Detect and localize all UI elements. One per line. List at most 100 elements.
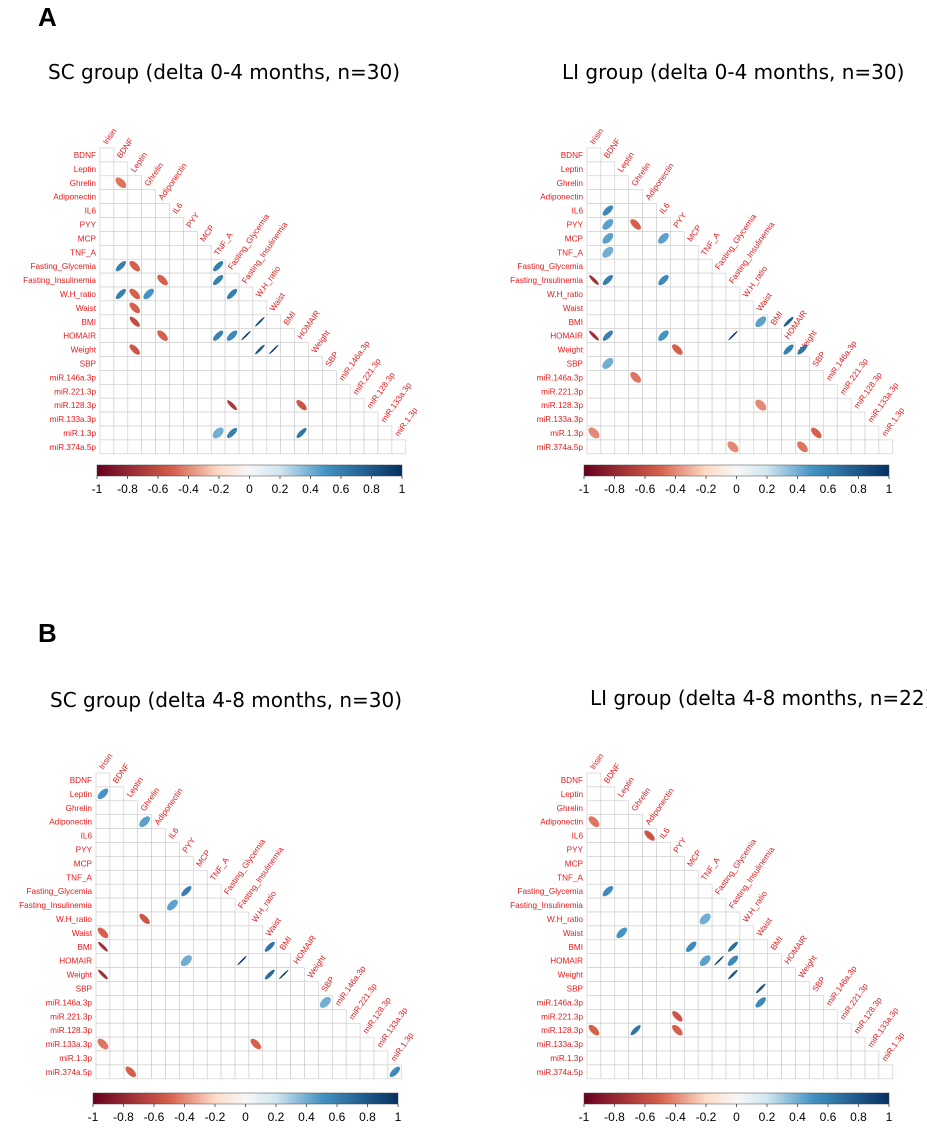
grid-cell [753, 1008, 768, 1024]
grid-cell [711, 981, 727, 996]
row-label: SBP [76, 984, 93, 993]
colorbar-tick-label: 0.2 [759, 482, 776, 496]
grid-cell [586, 897, 602, 913]
grid-cell [697, 1050, 713, 1066]
grid-cell [711, 967, 727, 982]
grid-cell [614, 1022, 629, 1038]
grid-cell [670, 869, 685, 885]
row-label: W.H_ratio [60, 290, 96, 299]
chart-title-sc-4-8: SC group (delta 4-8 months, n=30) [50, 688, 403, 712]
row-label: Fasting_Glycemia [30, 262, 96, 271]
correlation-ellipse [226, 330, 238, 341]
grid-cell [614, 1050, 629, 1066]
grid-cell [683, 911, 699, 927]
column-label: PYY [672, 836, 689, 855]
grid-cell [697, 981, 713, 996]
grid-cell [600, 800, 616, 815]
grid-cell [642, 939, 657, 954]
colorbar-tick-label: -1 [88, 1110, 99, 1124]
row-label: W.H_ratio [547, 290, 583, 299]
row-label: PYY [567, 845, 584, 854]
row-label: Weight [71, 346, 97, 355]
colorbar-tick-label: 1 [399, 482, 406, 496]
grid-cell [586, 883, 602, 899]
grid-cell [614, 842, 629, 857]
grid-cell [836, 1064, 852, 1080]
correlation-ellipse [237, 955, 247, 966]
row-label: W.H_ratio [547, 915, 583, 924]
grid-cell [795, 995, 810, 1010]
grid-cell [586, 911, 602, 927]
grid-cell [711, 925, 727, 941]
grid-cell [600, 1064, 616, 1080]
grid-cell [614, 911, 629, 927]
colorbar-tick-label: -1 [579, 482, 590, 496]
grid-cell [697, 883, 713, 899]
grid-cell [683, 897, 699, 913]
grid-cell [809, 1036, 824, 1052]
grid-cell [628, 995, 643, 1010]
correlation-ellipse [167, 899, 178, 911]
grid-cell [809, 995, 824, 1010]
correlation-ellipse [797, 441, 808, 453]
colorbar-tick-label: 0 [733, 1110, 740, 1124]
correlation-ellipse [129, 260, 141, 272]
grid-cell [586, 828, 602, 843]
grid-cell [739, 981, 755, 996]
grid-cell [628, 953, 643, 968]
grid-cell [822, 1036, 838, 1052]
grid-cell [822, 1022, 838, 1038]
correlation-ellipse [115, 261, 126, 272]
row-label: miR.146a.3p [46, 998, 93, 1007]
colorbar-tick-label: -0.2 [209, 482, 230, 496]
grid-cell [850, 1036, 866, 1052]
grid-cell [767, 1022, 782, 1038]
grid-cell [642, 925, 657, 941]
grid-cell [628, 939, 643, 954]
grid-cell [683, 967, 699, 982]
grid-cell [586, 856, 602, 871]
row-label: Ghrelin [70, 179, 97, 188]
grid-cell [683, 925, 699, 941]
panel-label-a: A [38, 2, 57, 32]
grid-cell [809, 1050, 824, 1066]
correlation-marks [115, 177, 307, 439]
row-label: MCP [565, 859, 584, 868]
grid-cell [781, 1036, 796, 1052]
grid-cell [725, 925, 741, 941]
grid-cell [739, 1008, 755, 1024]
correlation-ellipse [296, 399, 307, 411]
chart-title-li-4-8: LI group (delta 4-8 months, n=22) [590, 686, 927, 710]
grid-cell [767, 967, 782, 982]
grid-cell [642, 1008, 657, 1024]
grid-cell [614, 967, 629, 982]
grid-cell [628, 883, 643, 899]
grid-cell [642, 1064, 657, 1080]
row-label: Waist [72, 929, 93, 938]
row-label: BMI [568, 943, 583, 952]
row-label: miR.374a.5p [537, 443, 584, 452]
column-label: Ghrelin [630, 786, 653, 813]
grid-cell [656, 869, 671, 885]
grid-cell [683, 953, 699, 968]
correlation-ellipse [143, 288, 154, 300]
colorbar-tick-label: 0.6 [333, 482, 350, 496]
row-label: W.H_ratio [56, 915, 92, 924]
colorbar-tick-label: -0.6 [635, 482, 656, 496]
grid-cell [614, 800, 629, 815]
colorbar-tick-label: -0.4 [665, 482, 686, 496]
grid [586, 147, 894, 455]
grid-cell [642, 911, 657, 927]
grid-cell [600, 995, 616, 1010]
grid-cell [836, 1022, 852, 1038]
chart-title-sc-0-4: SC group (delta 0-4 months, n=30) [48, 60, 401, 84]
row-label: miR.374a.5p [537, 1068, 584, 1077]
grid-cell [822, 1008, 838, 1024]
grid-cell [753, 953, 768, 968]
grid-cell [600, 967, 616, 982]
grid-cell [683, 1064, 699, 1080]
grid-cell [656, 1050, 671, 1066]
row-label: Fasting_Insulinemia [19, 901, 92, 910]
correlation-ellipse [755, 983, 766, 994]
row-label: TNF_A [70, 248, 96, 257]
